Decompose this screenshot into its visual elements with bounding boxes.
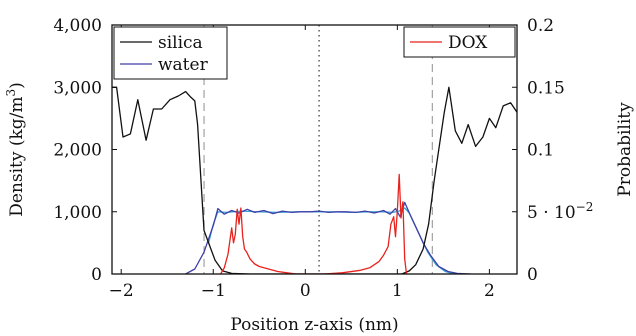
legend-label-silica: silica bbox=[158, 33, 203, 53]
x-tick-label: 0 bbox=[300, 281, 311, 301]
y-axis-left-title-sup: 3 bbox=[4, 89, 18, 97]
legend-label-water: water bbox=[158, 55, 209, 75]
axis-ticks: −2 −1 0 1 2 0 1,000 2,000 3,000 4,000 0 5 · 10−2 0.1… bbox=[53, 16, 593, 301]
y-right-tick-label: 0.15 bbox=[527, 78, 565, 98]
reference-lines bbox=[203, 25, 433, 274]
legend-box bbox=[113, 26, 228, 80]
y-left-tick-label: 1,000 bbox=[53, 203, 102, 223]
y-left-tick-label: 4,000 bbox=[53, 16, 102, 36]
series-lines bbox=[112, 86, 517, 274]
x-tick-label: 2 bbox=[484, 281, 495, 301]
series-line-DOX bbox=[220, 173, 408, 274]
x-tick-label: −2 bbox=[109, 281, 134, 301]
y-left-tick-label: 0 bbox=[91, 265, 102, 285]
legend-label-DOX: DOX bbox=[448, 33, 488, 53]
y-right-tick-label: 5 · 10−2 bbox=[527, 200, 593, 223]
y-right-tick-label: 0 bbox=[527, 265, 538, 285]
y-axis-right-title: Probability bbox=[615, 102, 635, 197]
y-axis-left-title-base: Density (kg/m bbox=[7, 96, 27, 216]
y-left-tick-label: 2,000 bbox=[53, 141, 102, 161]
y-right-tick-label: 0.2 bbox=[527, 16, 554, 36]
series-line-silica bbox=[112, 86, 517, 274]
x-tick-label: 1 bbox=[392, 281, 403, 301]
x-axis-title: Position z-axis (nm) bbox=[230, 315, 398, 335]
y-left-tick-label: 3,000 bbox=[53, 78, 102, 98]
series-line-water bbox=[185, 201, 472, 274]
x-tick-label: −1 bbox=[201, 281, 226, 301]
y-right-tick-label: 0.1 bbox=[527, 141, 554, 161]
y-axis-left-title: Density (kg/m3) bbox=[4, 82, 27, 217]
y-axis-left-title-tail: ) bbox=[7, 82, 27, 89]
series-line-water-secondary bbox=[207, 207, 455, 274]
legend-top-right: DOX bbox=[403, 26, 516, 58]
